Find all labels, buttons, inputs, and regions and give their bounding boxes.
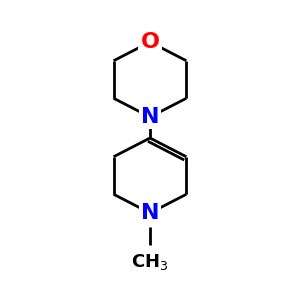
Text: N: N <box>141 107 159 127</box>
Text: CH$_3$: CH$_3$ <box>131 252 169 272</box>
Text: O: O <box>140 32 160 52</box>
Text: N: N <box>141 203 159 223</box>
